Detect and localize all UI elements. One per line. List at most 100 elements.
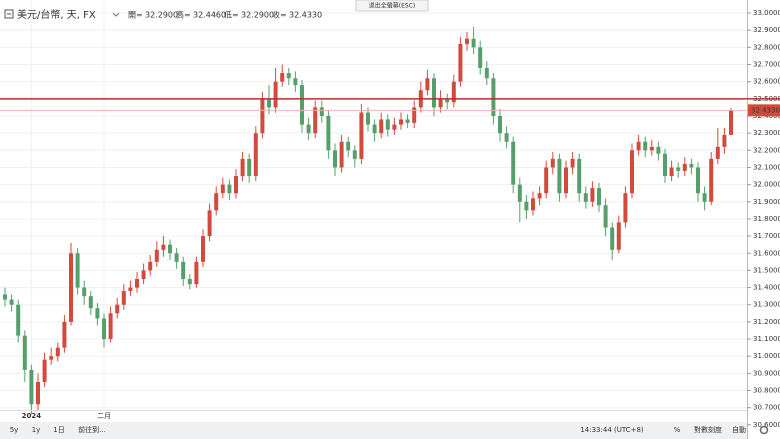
y-tick-label: 31.4000 (753, 284, 780, 292)
candle-body (293, 78, 298, 86)
price-axis: 30.6000 30.7000 30.8000 30.9000 31.0000 31.10… (747, 9, 780, 429)
candle-body (253, 133, 258, 177)
candle-body (636, 141, 641, 151)
candle-body (154, 249, 159, 262)
candle-body (9, 299, 14, 305)
y-tick-label: 30.7000 (753, 404, 780, 412)
ohlc-label: 高= (176, 10, 191, 20)
toolbar-button[interactable]: 前往到... (78, 425, 106, 434)
candle-body (722, 134, 727, 147)
candle-body (55, 347, 60, 357)
candle-body (669, 167, 674, 177)
clock: 14:33:44 (UTC+8) (580, 426, 644, 434)
y-tick-label: 30.8000 (753, 387, 780, 395)
candle-body (220, 184, 225, 194)
dropdown-icon[interactable] (112, 12, 120, 17)
y-tick-label: 32.2000 (753, 146, 780, 154)
candle-body (425, 78, 430, 91)
toolbar-button[interactable]: 1日 (53, 426, 64, 434)
y-tick-label: 32.7000 (753, 61, 780, 69)
candle-body (696, 167, 700, 194)
candle-body (616, 222, 621, 250)
candle-body (649, 146, 654, 151)
candle-body (3, 294, 7, 300)
y-tick-label: 32.3000 (753, 129, 780, 137)
toolbar (0, 422, 747, 439)
collapse-icon[interactable] (4, 9, 14, 19)
candle-body (583, 193, 588, 202)
candle-body (267, 98, 271, 108)
candle-body (128, 287, 133, 292)
candle-body (517, 184, 522, 202)
candle-body (432, 78, 436, 108)
candle-body (49, 356, 54, 360)
candle-body (319, 107, 324, 116)
candle-body (108, 313, 113, 340)
candle-body (544, 167, 549, 194)
candle-body (451, 81, 456, 103)
candle-body (227, 184, 232, 194)
candle-body (247, 158, 252, 177)
candle-body (300, 85, 304, 125)
settings-icon[interactable] (759, 425, 769, 435)
candle-body (286, 73, 291, 79)
candle-body (471, 38, 476, 48)
candle-body (663, 153, 667, 177)
toolbar-button[interactable]: % (674, 426, 681, 434)
candle-body (709, 158, 714, 202)
ohlc-label: 收= (272, 10, 287, 20)
toolbar-button[interactable]: 自動 (732, 425, 746, 434)
candle-body (62, 321, 67, 348)
candle-body (729, 110, 733, 135)
candle-body (135, 279, 139, 288)
y-tick-label: 32.0000 (753, 181, 780, 189)
y-tick-label: 31.9000 (753, 198, 780, 206)
candle-body (22, 335, 27, 370)
y-tick-label: 31.0000 (753, 352, 780, 360)
candle-body (689, 164, 694, 168)
candle-body (214, 193, 219, 211)
plot-area (0, 0, 747, 415)
candle-body (333, 150, 337, 168)
candle-body (676, 167, 681, 171)
candle-body (187, 279, 192, 285)
candle-body (603, 205, 608, 228)
ohlc-value: 32.4330 (289, 11, 322, 20)
ohlc-label: 開= (128, 11, 143, 20)
candle-body (29, 369, 34, 405)
candle-body (537, 193, 542, 199)
y-tick-label: 30.6000 (753, 421, 780, 429)
candle-body (570, 158, 575, 168)
toolbar-button[interactable]: 對數刻度 (694, 425, 722, 434)
y-tick-label: 31.5000 (753, 266, 780, 274)
ohlc-value: 32.2900 (145, 11, 178, 20)
candle-body (161, 244, 166, 250)
candle-body (16, 304, 21, 336)
candle-body (445, 98, 450, 103)
toolbar-button[interactable]: 5y (10, 426, 19, 434)
candle-body (399, 119, 403, 125)
candle-body (498, 115, 502, 134)
y-tick-label: 32.1000 (753, 163, 780, 171)
candle-body (630, 150, 634, 194)
ohlc-value: 32.2900 (241, 11, 274, 20)
tooltip-box (355, 0, 429, 12)
candle-body (181, 261, 186, 280)
candle-body (656, 146, 661, 154)
candle-body (207, 210, 212, 237)
candle-body (141, 270, 146, 280)
candle-body (715, 146, 720, 159)
candle-body (531, 198, 535, 211)
toolbar-button[interactable]: 1y (32, 426, 41, 434)
candle-body (121, 291, 126, 305)
symbol[interactable]: 美元/台幣, 天, FX (17, 8, 96, 21)
candle-body (168, 244, 172, 254)
candle-body (88, 296, 93, 309)
candle-body (201, 236, 205, 262)
candle-body (623, 193, 628, 223)
candle-body (484, 67, 489, 79)
candle-body (260, 98, 265, 134)
toolbar-items: 5y 1y 1日 前往到...% 對數刻度 自動 (10, 425, 746, 434)
candle-body (95, 308, 100, 319)
